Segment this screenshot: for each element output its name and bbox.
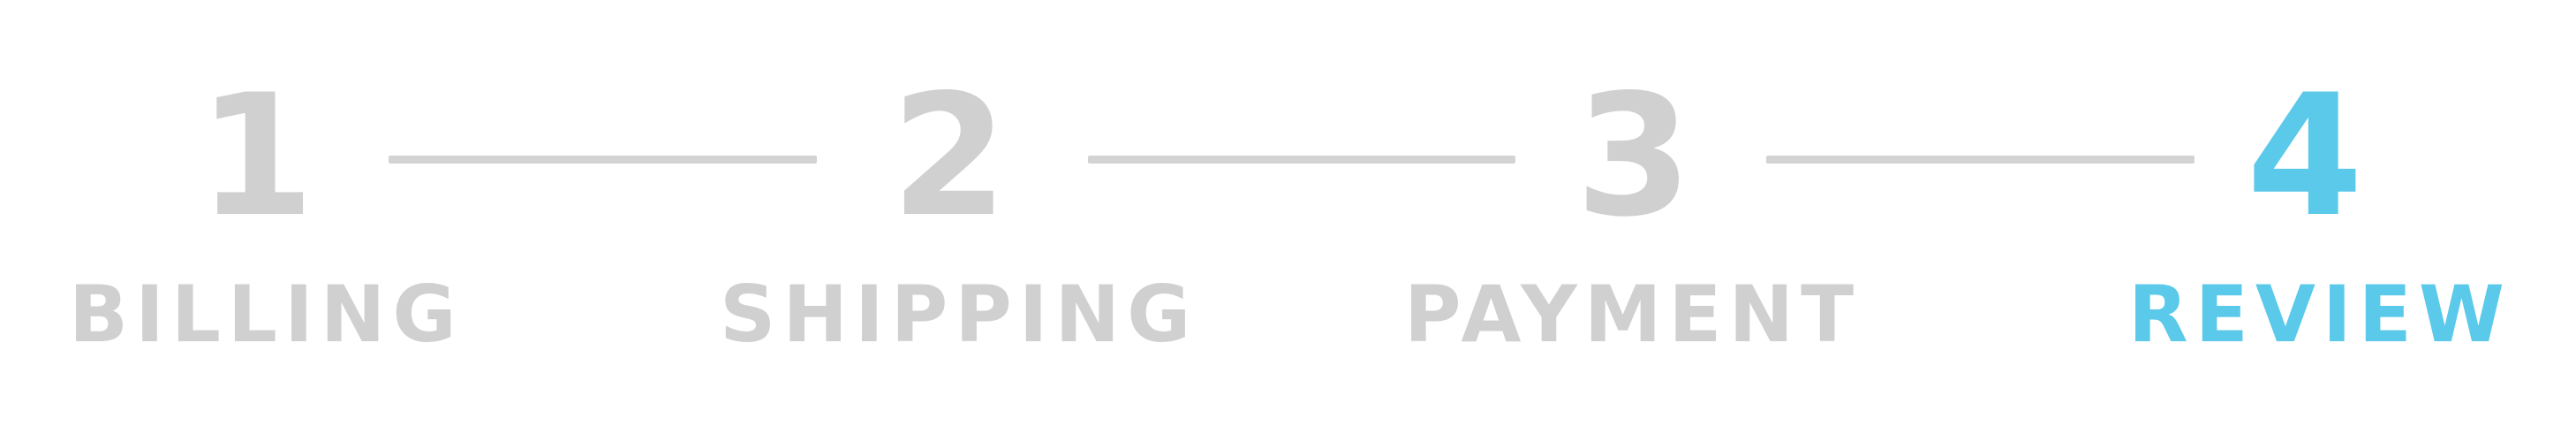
step-connector bbox=[1088, 156, 1515, 164]
step-number: 4 bbox=[2246, 58, 2364, 254]
step-label: SHIPPING bbox=[720, 269, 1198, 360]
step-number: 2 bbox=[890, 58, 1008, 254]
step-label: REVIEW bbox=[2128, 269, 2512, 360]
step-number: 1 bbox=[197, 58, 315, 254]
step-label: BILLING bbox=[69, 269, 464, 360]
step-connector bbox=[1766, 156, 2195, 164]
step-label: PAYMENT bbox=[1404, 269, 1862, 360]
step-number: 3 bbox=[1575, 58, 1693, 254]
step-connector bbox=[389, 156, 817, 164]
